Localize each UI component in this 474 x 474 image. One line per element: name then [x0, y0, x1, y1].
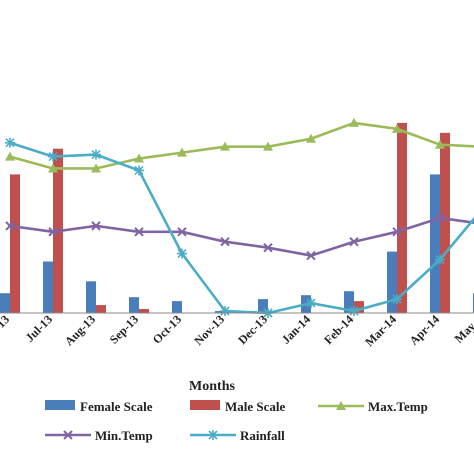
- point-max-temp-jun-13: [5, 151, 15, 161]
- point-min-temp-jul-13: [48, 227, 58, 237]
- plot-area: [0, 117, 474, 318]
- bar-female-scale-sep-13: [129, 297, 139, 313]
- point-rainfall-oct-13: [177, 248, 187, 259]
- line-rainfall: [9, 141, 474, 315]
- bar-female-scale-nov-13: [215, 311, 225, 313]
- point-min-temp-apr-14: [435, 213, 445, 223]
- legend-label: Rainfall: [240, 428, 285, 443]
- legend-item-male-scale: Male Scale: [190, 399, 286, 414]
- point-min-temp-sep-13: [134, 227, 144, 237]
- legend-label: Max.Temp: [368, 399, 428, 414]
- x-tick-label: Feb-14: [321, 312, 356, 347]
- point-rainfall-apr-14: [435, 254, 445, 265]
- x-tick-label: Dec-13: [235, 312, 270, 347]
- bar-female-scale-mar-14: [387, 251, 397, 313]
- point-rainfall-mar-14: [392, 294, 402, 305]
- bar-male-scale-apr-14: [440, 132, 450, 313]
- point-min-temp-mar-14: [392, 227, 402, 237]
- legend-label: Female Scale: [80, 399, 153, 414]
- legend-label: Min.Temp: [95, 428, 153, 443]
- legend-item-max-temp: Max.Temp: [318, 399, 428, 414]
- point-max-temp-apr-14: [435, 139, 445, 149]
- line-max-temp: [9, 121, 474, 170]
- bar-female-scale-dec-13: [258, 299, 268, 313]
- point-rainfall-jul-13: [48, 151, 58, 162]
- x-tick-label: Apr-14: [407, 312, 443, 348]
- x-tick-label: Sep-13: [107, 312, 141, 346]
- bar-male-scale-jun-13: [10, 174, 20, 313]
- bar-female-scale-jul-13: [43, 261, 53, 313]
- point-max-temp-jan-14: [306, 133, 316, 143]
- bar-female-scale-jun-13: [0, 293, 10, 313]
- point-max-temp-jul-13: [48, 163, 58, 173]
- legend-marker: [336, 401, 346, 410]
- point-min-temp-jan-14: [306, 250, 316, 261]
- point-max-temp-aug-13: [91, 163, 101, 173]
- x-tick-label: Jul-13: [23, 312, 56, 345]
- x-tick-label: Nov-13: [191, 312, 227, 348]
- x-tick-labels: 13 Jul-13 Aug-13 Sep-13 Oct-13 Nov-13 Dec-13 Ja…: [0, 312, 474, 349]
- point-rainfall-sep-13: [134, 165, 144, 176]
- point-rainfall-jun-13: [5, 137, 15, 148]
- point-max-temp-sep-13: [134, 153, 144, 163]
- legend-marker: [208, 430, 218, 440]
- bar-male-scale-sep-13: [139, 309, 149, 313]
- legend-item-rainfall: Rainfall: [190, 428, 285, 443]
- point-min-temp-feb-14: [349, 237, 359, 247]
- point-rainfall-aug-13: [91, 149, 101, 160]
- point-rainfall-nov-13: [220, 306, 230, 317]
- x-tick-label: Aug-13: [62, 312, 98, 348]
- point-rainfall-jan-14: [306, 298, 316, 309]
- bar-female-scale-feb-14: [344, 291, 354, 313]
- legend-item-female-scale: Female Scale: [45, 399, 153, 414]
- point-max-temp-nov-13: [220, 141, 230, 151]
- x-tick-label: May-1: [452, 312, 474, 345]
- x-tick-label: 13: [0, 312, 12, 330]
- bar-male-scale-feb-14: [354, 301, 364, 313]
- point-max-temp-feb-14: [349, 117, 359, 127]
- point-min-temp-oct-13: [177, 227, 187, 237]
- point-min-temp-nov-13: [220, 237, 230, 247]
- x-axis-title: Months: [189, 379, 235, 394]
- point-min-temp-aug-13: [91, 221, 101, 231]
- x-tick-label: Jan-14: [279, 312, 313, 346]
- bar-male-scale-mar-14: [397, 122, 407, 313]
- legend-label: Male Scale: [225, 399, 286, 414]
- point-rainfall-feb-14: [349, 306, 359, 317]
- point-max-temp-oct-13: [177, 147, 187, 157]
- legend: Female Scale Male Scale Max.Temp Min.Temp Ra…: [45, 399, 428, 443]
- x-tick-label: Oct-13: [150, 312, 184, 346]
- line-min-temp: [9, 216, 474, 257]
- legend-swatch: [190, 400, 220, 410]
- legend-item-min-temp: Min.Temp: [45, 428, 153, 443]
- point-min-temp-jun-13: [5, 221, 15, 231]
- bar-male-scale-aug-13: [96, 305, 106, 313]
- point-max-temp-dec-13: [263, 141, 273, 151]
- legend-marker: [63, 430, 73, 440]
- bar-female-scale-oct-13: [172, 301, 182, 313]
- bar-female-scale-aug-13: [86, 281, 96, 313]
- legend-swatch: [45, 400, 75, 410]
- point-max-temp-mar-14: [392, 123, 402, 133]
- bar-female-scale-apr-14: [430, 174, 440, 313]
- point-min-temp-dec-13: [263, 242, 273, 253]
- x-tick-label: Mar-14: [362, 312, 399, 349]
